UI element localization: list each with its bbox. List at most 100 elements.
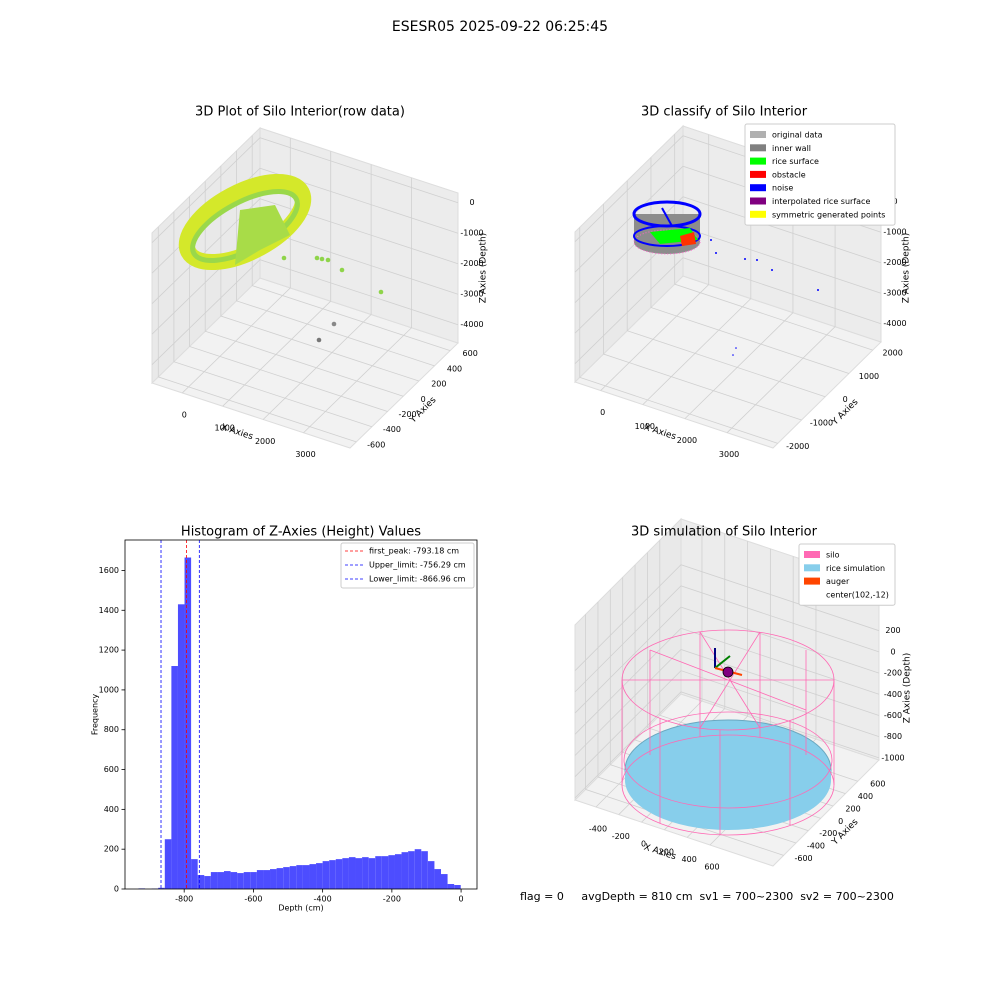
point-cloud <box>235 205 290 265</box>
legend-swatch <box>750 157 766 165</box>
figure-title: ESESR05 2025-09-22 06:25:45 <box>392 19 608 35</box>
grid-line <box>262 164 372 420</box>
y-tick-label: -2000 <box>786 442 809 451</box>
axes-frame <box>124 539 478 890</box>
x-tick-label: -800 <box>175 895 193 904</box>
z-tick-label: 200 <box>885 626 900 635</box>
legend-label: obstacle <box>772 170 806 179</box>
z-tick-label: -800 <box>884 732 902 741</box>
bar <box>276 868 284 889</box>
x-tick-label: 0 <box>182 410 187 419</box>
legend-swatch <box>750 170 766 178</box>
z-tick-label: -200 <box>884 669 902 678</box>
bar <box>394 854 402 889</box>
z-tick-label: -4000 <box>883 319 906 328</box>
bar <box>322 861 330 889</box>
y-tick-label: -1000 <box>810 419 833 428</box>
y-tick-label: -600 <box>794 854 812 863</box>
x-tick-label: 600 <box>704 862 719 871</box>
bar <box>329 860 336 889</box>
y-tick-label: 0 <box>838 817 843 826</box>
y-tick-label: 1000 <box>99 685 119 694</box>
legend-box <box>340 542 475 589</box>
bar <box>342 858 349 889</box>
y-tick-label: 400 <box>858 792 873 801</box>
z-tick-label: -400 <box>884 690 902 699</box>
grid-line <box>574 606 880 714</box>
bar <box>250 872 257 889</box>
grid-line <box>157 226 357 443</box>
bar <box>197 875 205 889</box>
legend-swatch <box>804 590 820 598</box>
y-tick-label: 800 <box>104 725 119 734</box>
z-tick-label: 0 <box>469 198 474 207</box>
y-tick-label: 200 <box>845 804 860 813</box>
y-tick-label: -200 <box>819 829 837 838</box>
grid-line <box>173 211 373 428</box>
z-axis-label: Z Axies (Depth) <box>479 233 489 304</box>
legend-label: rice simulation <box>826 564 885 573</box>
bar <box>237 873 244 889</box>
y-tick-label: 0 <box>421 395 426 404</box>
x-tick-label: 2000 <box>255 437 275 446</box>
bar <box>210 872 218 889</box>
bar <box>335 859 343 889</box>
bar <box>309 864 317 889</box>
y-axis-label: Frequency <box>91 694 100 736</box>
bar <box>270 869 277 889</box>
grid-line <box>579 227 778 444</box>
z-tick-label: -600 <box>884 711 902 720</box>
bar <box>223 871 231 889</box>
noise-ring <box>633 225 701 247</box>
bar <box>375 856 382 889</box>
auger <box>722 666 734 678</box>
legend-swatch <box>750 184 766 192</box>
bar <box>454 885 461 889</box>
grid-line <box>574 257 882 364</box>
grid-line <box>650 157 850 374</box>
grid-line <box>603 204 802 421</box>
bar <box>362 857 369 889</box>
legend-label: Lower_limit: -866.96 cm <box>369 575 466 584</box>
bar <box>316 863 323 889</box>
legend-swatch <box>804 551 820 558</box>
bar <box>283 867 290 889</box>
x-axis-label: X Axies <box>642 843 677 863</box>
bar <box>408 851 415 889</box>
grid-line <box>222 151 332 407</box>
legend-label: rice surface <box>772 157 819 166</box>
x-tick-label: 1000 <box>215 424 235 433</box>
y-tick-label: 200 <box>431 380 446 389</box>
grid-line <box>574 691 880 799</box>
z-tick-label: -2000 <box>460 259 483 268</box>
bar <box>368 858 376 889</box>
grid-line <box>151 137 459 243</box>
bar <box>414 849 422 889</box>
x-tick-label: -400 <box>314 895 332 904</box>
x-tick-label: 2000 <box>677 436 697 445</box>
legend-label: center(102,-12) <box>826 590 889 599</box>
z-tick-label: -3000 <box>460 290 483 299</box>
silo-wireframe <box>621 629 835 836</box>
chart-title: Histogram of Z-Axies (Height) Values <box>181 525 421 540</box>
bar <box>217 872 224 889</box>
legend-box <box>744 123 896 226</box>
point <box>331 321 337 327</box>
grid-line <box>151 198 459 304</box>
legend-swatch <box>750 131 766 138</box>
x-tick-label: 3000 <box>719 450 739 459</box>
grid-line <box>204 181 404 397</box>
y-tick-label: 0 <box>114 885 119 894</box>
points <box>281 255 384 295</box>
grid-line <box>585 614 784 856</box>
bar <box>348 857 356 889</box>
grid-line <box>574 649 880 756</box>
grid-line <box>600 134 710 391</box>
grid-line <box>626 180 826 398</box>
legend-swatch <box>750 210 766 218</box>
legend-swatch <box>804 577 820 585</box>
z-tick-label: -4000 <box>460 320 483 329</box>
noise <box>661 207 673 227</box>
bar <box>434 869 442 889</box>
